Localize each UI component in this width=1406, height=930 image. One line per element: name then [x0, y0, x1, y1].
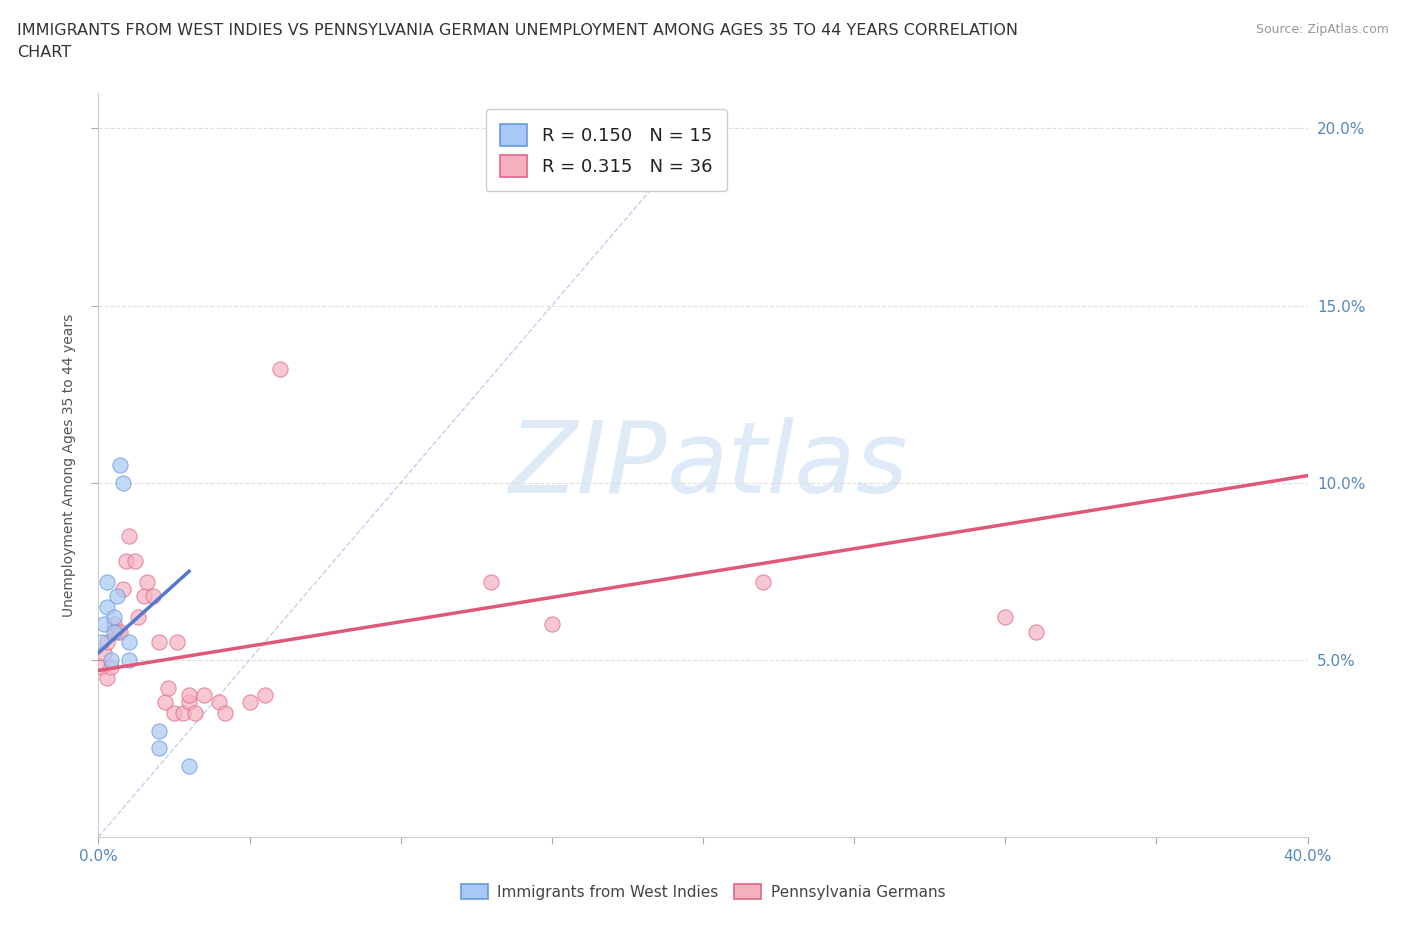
Text: atlas: atlas	[666, 417, 908, 513]
Point	[153, 695, 176, 710]
Point	[108, 624, 131, 639]
Point	[142, 589, 165, 604]
Point	[90, 634, 112, 649]
Point	[96, 575, 118, 590]
Legend: R = 0.150   N = 15, R = 0.315   N = 36: R = 0.150 N = 15, R = 0.315 N = 36	[486, 110, 727, 192]
Point	[214, 706, 236, 721]
Text: Source: ZipAtlas.com: Source: ZipAtlas.com	[1256, 23, 1389, 36]
Point	[118, 528, 141, 543]
Point	[96, 599, 118, 614]
Point	[239, 695, 262, 710]
Point	[179, 695, 201, 710]
Point	[96, 671, 118, 685]
Point	[96, 634, 118, 649]
Point	[114, 553, 136, 568]
Point	[1024, 624, 1046, 639]
Point	[179, 688, 201, 703]
Point	[93, 617, 115, 631]
Point	[111, 581, 134, 596]
Point	[148, 634, 170, 649]
Point	[105, 624, 128, 639]
Point	[148, 724, 170, 738]
Point	[103, 610, 125, 625]
Text: CHART: CHART	[17, 45, 70, 60]
Legend: Immigrants from West Indies, Pennsylvania Germans: Immigrants from West Indies, Pennsylvani…	[454, 877, 952, 906]
Text: IMMIGRANTS FROM WEST INDIES VS PENNSYLVANIA GERMAN UNEMPLOYMENT AMONG AGES 35 TO: IMMIGRANTS FROM WEST INDIES VS PENNSYLVA…	[17, 23, 1018, 38]
Point	[118, 653, 141, 668]
Point	[111, 475, 134, 490]
Point	[103, 617, 125, 631]
Point	[135, 575, 157, 590]
Point	[105, 589, 128, 604]
Point	[752, 575, 775, 590]
Point	[127, 610, 149, 625]
Point	[166, 634, 188, 649]
Point	[118, 634, 141, 649]
Point	[100, 653, 122, 668]
Point	[148, 741, 170, 756]
Text: ZIP: ZIP	[509, 417, 666, 513]
Point	[90, 659, 112, 674]
Point	[156, 681, 179, 696]
Point	[132, 589, 155, 604]
Point	[994, 610, 1017, 625]
Y-axis label: Unemployment Among Ages 35 to 44 years: Unemployment Among Ages 35 to 44 years	[62, 313, 76, 617]
Point	[163, 706, 186, 721]
Point	[481, 575, 503, 590]
Point	[193, 688, 215, 703]
Point	[108, 458, 131, 472]
Point	[184, 706, 207, 721]
Point	[253, 688, 276, 703]
Point	[208, 695, 231, 710]
Point	[103, 624, 125, 639]
Point	[540, 617, 562, 631]
Point	[269, 362, 291, 377]
Point	[100, 659, 122, 674]
Point	[172, 706, 194, 721]
Point	[124, 553, 146, 568]
Point	[179, 759, 201, 774]
Point	[93, 645, 115, 660]
